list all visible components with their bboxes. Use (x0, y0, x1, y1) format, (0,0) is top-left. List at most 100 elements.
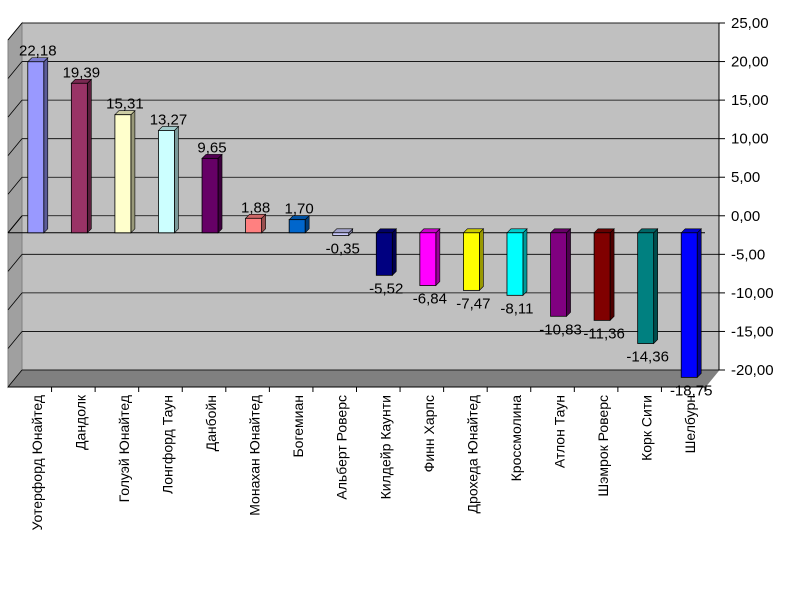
bar (27, 57, 49, 234)
bar-side (566, 228, 571, 318)
bar (244, 213, 267, 234)
bar-side (653, 228, 658, 345)
bar-top (549, 228, 572, 234)
data-label: -11,36 (583, 325, 624, 342)
category-label: Лонгфорд Таун (159, 395, 175, 494)
bar (70, 78, 93, 234)
gridline-side (7, 22, 23, 41)
gridline-side (7, 99, 23, 118)
category-label: Дрохеда Юнайтед (464, 395, 480, 513)
y-tick-label: -5,00 (731, 246, 765, 263)
data-label: 13,27 (150, 111, 188, 128)
bar (680, 228, 702, 379)
gridline-side (7, 61, 23, 79)
bar-top (419, 228, 441, 234)
bar (157, 125, 180, 234)
bar-side (479, 228, 484, 292)
y-tick-label: -20,00 (731, 362, 774, 379)
bar-front (375, 232, 393, 276)
bar-front (27, 61, 45, 234)
category-label: Уотерфорд Юнайтед (29, 395, 45, 530)
bar-front (201, 157, 219, 234)
category-label: Альберт Роверс (334, 395, 350, 500)
bar (288, 214, 310, 234)
y-tick-label: 5,00 (731, 169, 760, 186)
bar-top (636, 228, 659, 234)
bar (419, 228, 441, 287)
category-label: Данбойн (203, 395, 219, 451)
side-wall (7, 21, 23, 389)
category-label: Голуэй Юнайтед (116, 395, 132, 502)
bar (462, 228, 485, 292)
bar-top (375, 228, 398, 234)
bar-top (593, 228, 615, 234)
bar-side (217, 153, 223, 234)
category-label: Дандолк (72, 394, 88, 450)
data-label: -14,36 (626, 349, 669, 366)
bar-top (506, 228, 528, 234)
category-label: Богемиан (290, 395, 306, 458)
bar-side (609, 228, 615, 322)
bar-top (331, 228, 354, 234)
y-tick-label: 25,00 (731, 15, 769, 32)
bars (27, 57, 702, 379)
bar-top (680, 228, 702, 234)
data-label: -18,75 (670, 382, 713, 399)
gridline-side (7, 138, 23, 156)
gridline-side (7, 369, 23, 388)
bar-front (593, 232, 611, 321)
category-label: Шелбурн (682, 395, 698, 453)
gridline-side (7, 176, 23, 195)
category-label: Кроссмолина (508, 395, 524, 482)
y-tick-label: -10,00 (731, 285, 774, 302)
bar-front (332, 232, 350, 236)
category-label: Финн Харпс (421, 395, 437, 472)
bar-front (463, 232, 480, 291)
data-label: -5,52 (369, 280, 403, 297)
bar (506, 228, 528, 297)
gridline-side (7, 331, 23, 349)
bar-side (696, 228, 702, 379)
bar-front (550, 232, 567, 317)
bar-side (435, 228, 441, 287)
bar-front (158, 130, 175, 234)
bar (593, 228, 615, 322)
bar-front (506, 232, 524, 296)
data-label: -7,47 (456, 295, 490, 312)
bar (375, 228, 398, 277)
data-label: 9,65 (197, 139, 226, 156)
bar (114, 109, 136, 234)
bar-side (130, 109, 136, 234)
bar-front (288, 219, 306, 234)
data-label: -10,83 (539, 321, 582, 338)
y-tick-label: 20,00 (731, 54, 769, 71)
bar-front (245, 217, 262, 234)
y-tick-label: 10,00 (731, 131, 769, 148)
zero-line-side (7, 215, 23, 234)
plot-area (6, 21, 721, 389)
bar (331, 228, 354, 237)
category-label: Монахан Юнайтед (247, 395, 263, 516)
bar-front (114, 114, 132, 234)
gridline-side (7, 292, 23, 311)
category-label: Шэмрок Роверс (595, 395, 611, 497)
gridline-side (7, 254, 23, 272)
bar-front (637, 232, 655, 344)
y-tick-label: 15,00 (731, 92, 769, 109)
bar-side (391, 228, 397, 277)
x-category-labels: Уотерфорд Юнайтед Дандолк Голуэй Юнайтед Ло… (29, 394, 698, 530)
category-label: Килдейр Каунти (377, 395, 393, 499)
bar-side (43, 57, 49, 234)
data-label: -6,84 (413, 291, 447, 308)
data-label: 19,39 (63, 64, 101, 81)
data-label: -8,11 (500, 300, 533, 317)
category-label: Атлон Таун (552, 395, 568, 468)
bar-front (419, 232, 437, 286)
bar (549, 228, 572, 318)
bar-top (462, 228, 485, 234)
bar-side (522, 228, 528, 297)
bar-side (174, 125, 179, 234)
y-tick-labels: 25,00 20,00 15,00 10,00 5,00 0,00 -5,00 -10,00 -… (719, 15, 774, 379)
